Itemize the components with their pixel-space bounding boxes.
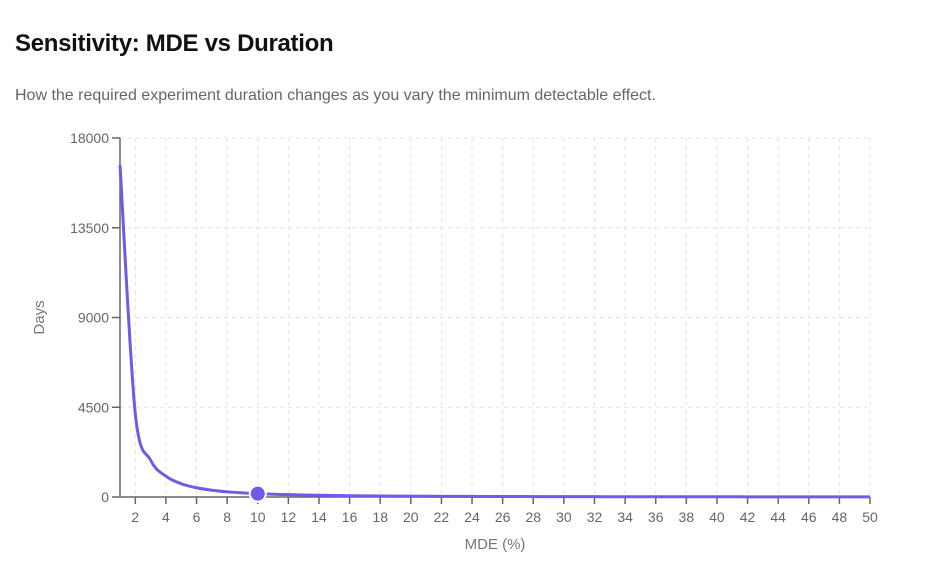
y-tick-label: 4500 — [78, 399, 109, 415]
x-tick-label: 16 — [342, 509, 358, 525]
page-subtitle: How the required experiment duration cha… — [15, 87, 656, 104]
page-title: Sensitivity: MDE vs Duration — [15, 30, 334, 57]
x-tick-label: 18 — [372, 509, 388, 525]
y-tick-label: 9000 — [78, 310, 109, 326]
x-tick-label: 34 — [617, 509, 633, 525]
x-tick-label: 46 — [801, 509, 817, 525]
series-line-days — [118, 164, 870, 499]
x-tick-label: 36 — [648, 509, 664, 525]
x-tick-label: 48 — [832, 509, 848, 525]
x-tick-label: 28 — [525, 509, 541, 525]
x-tick-label: 4 — [162, 509, 170, 525]
x-tick-label: 38 — [679, 509, 695, 525]
x-tick-label: 6 — [193, 509, 201, 525]
y-tick-label: 13500 — [70, 220, 109, 236]
x-tick-label: 26 — [495, 509, 511, 525]
x-tick-label: 24 — [464, 509, 480, 525]
x-tick-label: 12 — [281, 509, 297, 525]
y-tick-label: 0 — [101, 489, 109, 505]
x-tick-label: 22 — [434, 509, 450, 525]
x-tick-label: 40 — [709, 509, 725, 525]
x-tick-label: 44 — [770, 509, 786, 525]
highlight-point — [248, 484, 267, 503]
x-tick-label: 8 — [223, 509, 231, 525]
x-tick-label: 14 — [311, 509, 327, 525]
x-tick-label: 42 — [740, 509, 756, 525]
x-tick-label: 30 — [556, 509, 572, 525]
y-axis-label: Days — [31, 300, 48, 334]
x-tick-label: 10 — [250, 509, 266, 525]
x-tick-label: 2 — [131, 509, 139, 525]
x-tick-label: 32 — [587, 509, 603, 525]
y-tick-label: 18000 — [70, 130, 109, 146]
x-tick-label: 50 — [862, 509, 878, 525]
x-tick-label: 20 — [403, 509, 419, 525]
x-axis-label: MDE (%) — [465, 536, 526, 553]
